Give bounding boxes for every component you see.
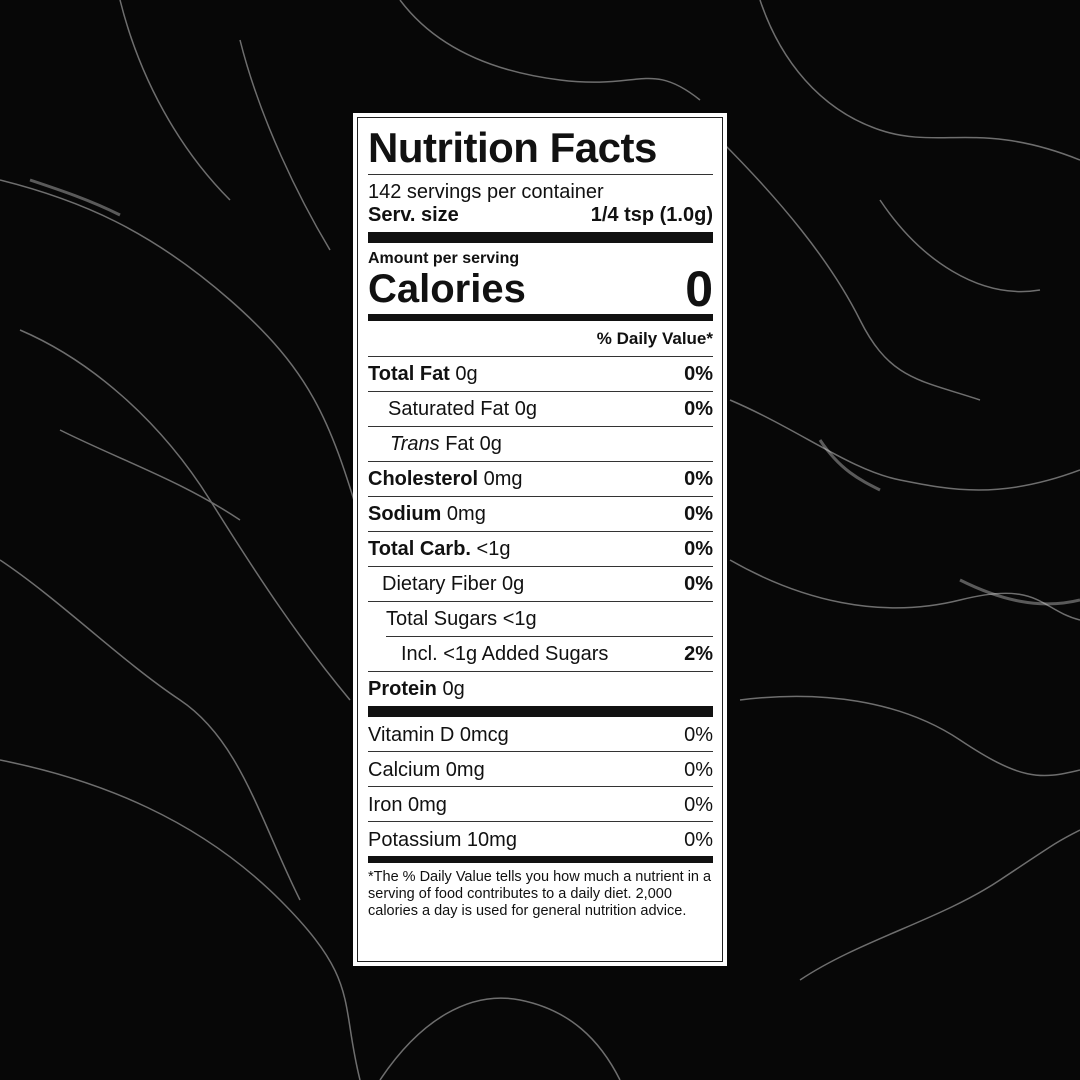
calories-label: Calories bbox=[368, 267, 526, 311]
footnote: *The % Daily Value tells you how much a … bbox=[368, 869, 712, 919]
nutrient-row: Cholesterol 0mg 0% bbox=[368, 462, 713, 497]
medium-divider bbox=[368, 856, 713, 863]
daily-value-header: % Daily Value* bbox=[368, 321, 713, 357]
nutrient-row: Total Sugars <1g bbox=[386, 602, 713, 637]
medium-divider bbox=[368, 314, 713, 321]
thick-divider bbox=[368, 232, 713, 243]
serving-size: Serv. size 1/4 tsp (1.0g) bbox=[368, 204, 713, 226]
nutrient-row: Trans Fat 0g bbox=[368, 427, 713, 462]
nutrient-row: Dietary Fiber 0g 0% bbox=[368, 567, 713, 602]
nutrient-row: Incl. <1g Added Sugars 2% bbox=[368, 637, 713, 672]
nutrient-row: Protein 0g bbox=[368, 678, 465, 700]
vitamin-row: Iron 0mg 0% bbox=[368, 787, 713, 822]
nutrient-row: Saturated Fat 0g 0% bbox=[368, 392, 713, 427]
calories-row: Calories 0 bbox=[368, 261, 713, 317]
vitamin-row: Potassium 10mg 0% bbox=[368, 829, 713, 851]
amount-per-serving: Amount per serving bbox=[368, 250, 520, 267]
serving-size-label: Serv. size bbox=[368, 204, 459, 226]
nutrient-row: Sodium 0mg 0% bbox=[368, 497, 713, 532]
divider bbox=[368, 174, 713, 175]
nutrient-row: Total Carb. <1g 0% bbox=[368, 532, 713, 567]
calories-value: 0 bbox=[685, 261, 713, 317]
thick-divider bbox=[368, 706, 713, 717]
serving-size-value: 1/4 tsp (1.0g) bbox=[590, 204, 713, 226]
label-title: Nutrition Facts bbox=[368, 124, 657, 171]
nutrient-row: Total Fat 0g 0% bbox=[368, 357, 713, 392]
vitamin-row: Calcium 0mg 0% bbox=[368, 752, 713, 787]
nutrition-facts-label: Nutrition Facts 142 servings per contain… bbox=[353, 113, 727, 966]
vitamin-row: Vitamin D 0mcg 0% bbox=[368, 717, 713, 752]
servings-per-container: 142 servings per container bbox=[368, 181, 604, 203]
